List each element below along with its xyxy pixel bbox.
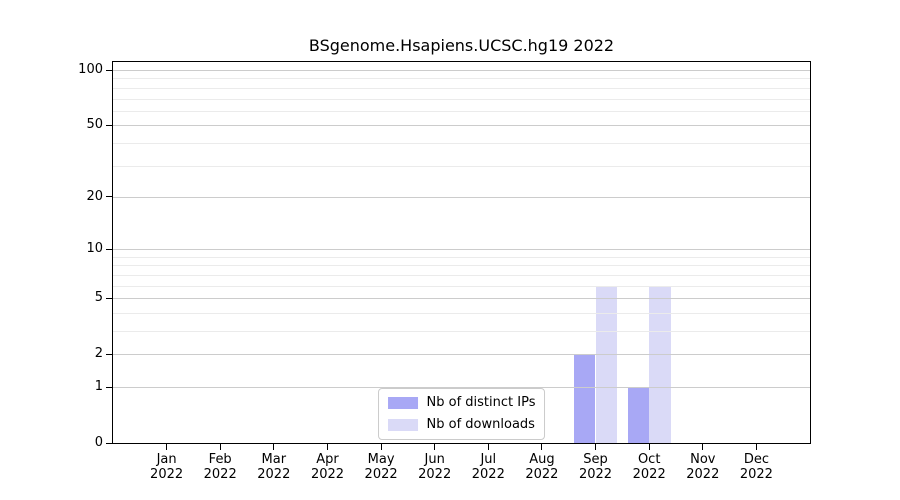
x-tick-month: Jul	[480, 452, 497, 467]
y-tick-label: 2	[94, 346, 103, 362]
x-tick-year: 2022	[525, 467, 559, 482]
y-tick-mark	[106, 69, 113, 71]
x-tick-month: Oct	[637, 452, 661, 467]
bar-distinct-ips	[574, 354, 596, 443]
x-tick-mark	[487, 444, 489, 450]
x-tick-label: May 2022	[349, 452, 413, 482]
gridline-minor	[113, 312, 810, 314]
x-tick-year: 2022	[364, 467, 398, 482]
x-tick-mark	[755, 444, 757, 450]
gridline-minor	[113, 331, 810, 332]
y-tick-label: 20	[86, 188, 103, 204]
x-tick-mark	[648, 444, 650, 450]
y-tick-label: 100	[78, 62, 103, 77]
x-tick-month: May	[367, 452, 395, 467]
x-tick-year: 2022	[632, 467, 666, 482]
gridline-major	[113, 387, 810, 388]
gridline-minor	[113, 78, 810, 80]
y-tick-mark	[106, 353, 113, 355]
gridline-major	[113, 125, 810, 127]
x-tick-label: Jan 2022	[135, 452, 199, 482]
x-tick-month: Jan	[156, 452, 177, 467]
x-tick-label: Aug 2022	[510, 452, 574, 482]
y-tick-mark	[106, 386, 113, 388]
plot-area: Nb of distinct IPs Nb of downloads	[112, 61, 811, 444]
legend-entry: Nb of downloads	[387, 417, 536, 433]
legend: Nb of distinct IPs Nb of downloads	[377, 388, 546, 440]
x-tick-month: Dec	[743, 452, 769, 467]
x-tick-year: 2022	[310, 467, 345, 482]
x-tick-year: 2022	[257, 467, 291, 482]
x-tick-month: Sep	[583, 452, 608, 467]
x-tick-month: Apr	[316, 452, 339, 467]
bar-downloads	[595, 285, 617, 443]
x-tick-year: 2022	[418, 467, 452, 482]
y-tick-label: 5	[94, 290, 103, 306]
x-tick-label: Feb 2022	[188, 452, 252, 482]
gridline-minor	[113, 265, 810, 267]
x-tick-mark	[434, 444, 436, 450]
x-tick-year: 2022	[686, 467, 720, 482]
x-tick-year: 2022	[739, 467, 773, 482]
legend-swatch	[387, 397, 418, 409]
x-tick-month: Mar	[261, 452, 287, 467]
x-tick-mark	[380, 444, 382, 450]
y-tick-label: 1	[94, 379, 103, 394]
x-tick-month: Nov	[690, 452, 716, 467]
x-tick-label: Dec 2022	[724, 452, 788, 482]
gridline-major	[113, 298, 810, 300]
y-tick-mark	[106, 124, 113, 126]
gridline-minor	[113, 165, 810, 167]
x-tick-label: Mar 2022	[242, 452, 306, 482]
y-tick-label: 0	[94, 435, 103, 450]
gridline-minor	[113, 98, 810, 100]
x-tick-label: Sep 2022	[564, 452, 628, 482]
x-tick-label: Apr 2022	[296, 452, 360, 482]
x-tick-label: Jul 2022	[456, 452, 520, 482]
x-tick-mark	[702, 444, 704, 450]
x-tick-label: Jun 2022	[403, 452, 467, 482]
y-tick-label: 10	[86, 241, 103, 257]
x-tick-label: Oct 2022	[617, 452, 681, 482]
gridline-minor	[113, 285, 810, 287]
gridline-minor	[113, 110, 810, 112]
legend-label: Nb of distinct IPs	[426, 395, 536, 410]
legend-swatch	[387, 419, 418, 431]
chart-title: BSgenome.Hsapiens.UCSC.hg19 2022	[308, 36, 615, 55]
y-tick-mark	[106, 297, 113, 299]
x-tick-month: Feb	[208, 452, 232, 467]
legend-entry: Nb of distinct IPs	[387, 395, 536, 411]
gridline-major	[113, 196, 810, 198]
x-tick-mark	[327, 444, 328, 450]
x-tick-month: Jun	[424, 452, 445, 467]
y-tick-label: 50	[86, 117, 103, 133]
bar-downloads	[649, 285, 671, 443]
bars-layer	[113, 62, 810, 443]
x-tick-year: 2022	[203, 467, 237, 482]
gridline-major	[113, 70, 810, 71]
legend-label: Nb of downloads	[426, 417, 535, 432]
gridline-minor	[113, 256, 810, 258]
y-tick-mark	[106, 248, 113, 250]
x-tick-year: 2022	[578, 467, 613, 482]
gridline-major	[113, 354, 810, 356]
x-tick-label: Nov 2022	[671, 452, 735, 482]
gridline-minor	[113, 274, 810, 276]
y-tick-mark	[106, 196, 113, 198]
x-tick-month: Aug	[529, 452, 555, 467]
y-tick-mark	[106, 442, 113, 444]
x-tick-year: 2022	[471, 467, 505, 482]
x-tick-mark	[595, 444, 596, 450]
x-tick-year: 2022	[150, 467, 184, 482]
x-tick-mark	[273, 444, 275, 450]
x-tick-mark	[219, 444, 221, 450]
gridline-minor	[113, 142, 810, 144]
x-tick-mark	[541, 444, 543, 450]
gridline-major	[113, 249, 810, 251]
grid-layer	[113, 62, 810, 443]
x-tick-mark	[166, 444, 168, 450]
gridline-minor	[113, 87, 810, 89]
bar-distinct-ips	[627, 387, 650, 443]
